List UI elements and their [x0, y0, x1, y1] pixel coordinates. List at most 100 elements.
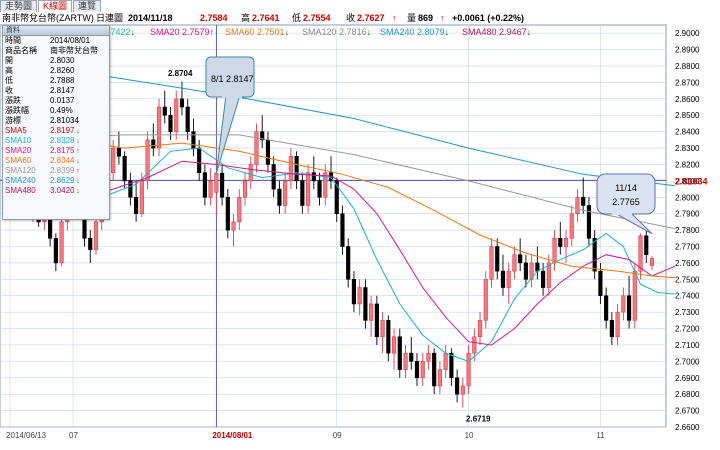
y-tick-label: 2.7600 [675, 259, 700, 268]
data-window-key: 漲跌 [5, 96, 21, 105]
candle-body [237, 196, 242, 223]
y-tick-label: 2.7500 [675, 275, 700, 284]
candle-body [403, 352, 408, 370]
high-value: 2.7641 [252, 13, 280, 23]
candle-body [139, 180, 144, 214]
candle [139, 172, 144, 217]
candle-body [644, 235, 649, 256]
candle [369, 295, 374, 337]
data-window-key: SMA120 [5, 166, 36, 175]
candle [357, 279, 362, 316]
candle-body [88, 238, 93, 251]
data-window-value: 2.8328 ↓ [50, 136, 80, 145]
y-tick-label: 2.8000 [675, 193, 700, 202]
sma60-legend: SMA60 2.7501↓ [225, 27, 289, 38]
candle [283, 172, 288, 214]
sma60-down-arrow-icon: ↓ [284, 27, 290, 37]
candle-body [242, 180, 248, 198]
candle-body [53, 238, 58, 264]
data-window-key: SMA20 [5, 146, 32, 155]
y-tick-label: 2.6900 [675, 374, 700, 383]
candle-body [168, 114, 173, 132]
candle [546, 254, 551, 296]
candle-body [506, 270, 511, 288]
candle [53, 233, 58, 272]
candle [621, 287, 626, 321]
candle-body [443, 352, 448, 370]
candle [351, 271, 357, 313]
candle [300, 172, 305, 214]
candle-body [202, 172, 207, 198]
sma20-legend-label: SMA20 [150, 27, 180, 37]
change-value: +0.0061 (+0.22%) [452, 13, 525, 23]
data-window-title[interactable]: 資料 [3, 26, 109, 36]
candle-body [586, 205, 592, 239]
last-callout-joint [612, 210, 632, 215]
y-tick-label: 2.8300 [675, 144, 700, 153]
candle [185, 98, 190, 140]
candle [638, 233, 643, 280]
candle-body [151, 139, 156, 149]
sma10-line [9, 147, 675, 362]
candle-body [529, 262, 534, 280]
candle-body [231, 221, 236, 231]
sma120-legend-value: 2.7816 [339, 27, 367, 37]
candle [248, 156, 253, 190]
data-window-key: SMA10 [5, 136, 32, 145]
tab-kline[interactable]: K線圖 [38, 0, 73, 12]
candle-body [346, 246, 351, 280]
up-arrow-icon: ↑ [76, 168, 80, 175]
tab-browse[interactable]: 連覽 [73, 0, 102, 12]
tab-trend[interactable]: 走勢圖 [0, 0, 38, 12]
y-tick-label: 2.7200 [675, 325, 700, 334]
candle-body [615, 311, 620, 338]
candle-body [626, 295, 632, 321]
y-tick-label: 2.7700 [675, 243, 700, 252]
data-window-value: 0.0137 [50, 96, 75, 105]
close-value: 2.7627 [357, 13, 385, 23]
candle-body [581, 196, 586, 206]
candle [592, 230, 597, 280]
candle-body [225, 196, 230, 231]
sma60-legend-label: SMA60 [225, 27, 255, 37]
candle-body [300, 180, 305, 206]
y-tick-label: 2.8100 [675, 177, 700, 186]
data-window-panel[interactable]: 資料 時間 2014/08/01 商品名稱 南非幣兌台幣開 2.8030 高 2.8260 低… [2, 25, 110, 220]
data-window-value: 南非幣兌台幣 [50, 46, 98, 55]
candle-body [414, 361, 420, 379]
candle [437, 361, 442, 395]
candle [512, 246, 517, 280]
sma20-up-arrow-icon: ↑ [209, 27, 215, 37]
candle [317, 172, 322, 206]
data-window-row: 高 2.8260 [3, 66, 109, 76]
candle [323, 164, 328, 206]
candle [455, 369, 460, 403]
candle-body [489, 246, 494, 280]
candle [294, 151, 299, 190]
candle [575, 189, 580, 222]
sma120-legend: SMA120 2.7816↓ [302, 27, 371, 38]
candle-body [409, 352, 414, 362]
candle-body [477, 320, 483, 338]
candle [128, 172, 133, 206]
y-tick-label: 2.8900 [675, 46, 700, 55]
data-window-value: 2.8629 ↓ [50, 176, 80, 185]
data-window-row: SMA60 2.8344 ↓ [3, 156, 109, 166]
candle-body [248, 164, 253, 182]
candle-body [369, 303, 374, 321]
candle [88, 230, 93, 263]
candle [231, 213, 236, 247]
period-label: 日連圖 [96, 13, 124, 23]
candle [311, 156, 316, 190]
candle-body [609, 320, 614, 338]
product-name: 南非幣兌台幣(ZARTW) [2, 13, 94, 23]
candle [220, 164, 225, 206]
candle [649, 256, 655, 271]
candle [162, 90, 167, 124]
candle-body [197, 147, 202, 173]
candle [466, 344, 471, 395]
y-tick-label: 2.7100 [675, 341, 700, 350]
close-up-arrow-icon: ↑ [392, 13, 397, 23]
candle-body [254, 131, 259, 165]
